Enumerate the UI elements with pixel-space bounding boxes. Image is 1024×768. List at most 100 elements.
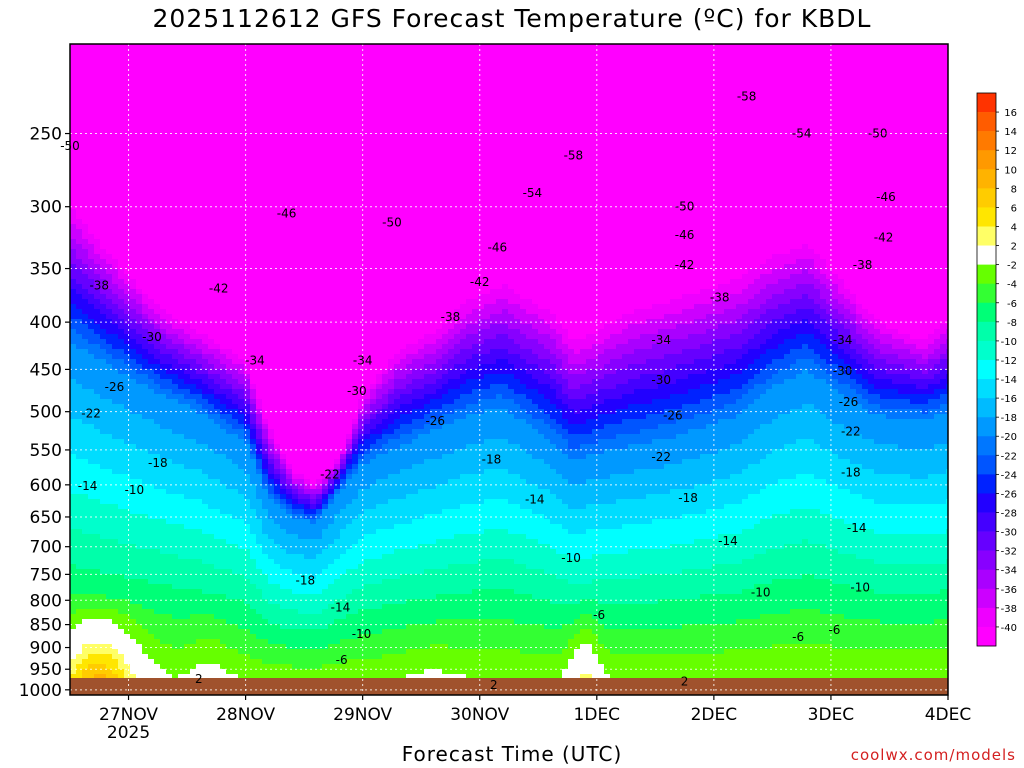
heat-cell	[94, 259, 101, 265]
heat-cell	[160, 99, 167, 105]
heat-cell	[226, 634, 233, 640]
heat-cell	[142, 629, 149, 635]
heat-cell	[94, 144, 101, 150]
heat-cell	[142, 289, 149, 295]
heat-cell	[172, 344, 179, 350]
heat-cell	[106, 569, 113, 575]
heat-cell	[70, 224, 77, 230]
heat-cell	[142, 414, 149, 420]
heat-cell	[94, 114, 101, 120]
heat-cell	[232, 439, 239, 445]
heat-cell	[82, 329, 89, 335]
heat-cell	[244, 494, 251, 500]
heat-cell	[160, 579, 167, 585]
heat-cell	[208, 414, 215, 420]
heat-cell	[292, 579, 299, 585]
heat-cell	[106, 94, 113, 100]
heat-cell	[166, 309, 173, 315]
heat-cell	[244, 639, 251, 645]
heat-cell	[112, 594, 119, 600]
heat-cell	[202, 239, 209, 245]
heat-cell	[124, 454, 131, 460]
heat-cell	[178, 239, 185, 245]
heat-cell	[214, 499, 221, 505]
heat-cell	[166, 484, 173, 490]
heat-cell	[286, 489, 293, 495]
heat-cell	[214, 144, 221, 150]
heat-cell	[190, 394, 197, 400]
heat-cell	[244, 84, 251, 90]
heat-cell	[82, 244, 89, 250]
heat-cell	[208, 369, 215, 375]
heat-cell	[136, 149, 143, 155]
heat-cell	[70, 339, 77, 345]
heat-cell	[82, 634, 89, 640]
heat-cell	[280, 504, 287, 510]
credit-link[interactable]: coolwx.com/models	[850, 746, 1016, 764]
heat-cell	[94, 349, 101, 355]
heat-cell	[70, 254, 77, 260]
heat-cell	[238, 464, 245, 470]
heat-cell	[76, 204, 83, 210]
heat-cell	[148, 364, 155, 370]
heat-cell	[76, 334, 83, 340]
heat-cell	[238, 234, 245, 240]
heat-cell	[262, 114, 269, 120]
heat-cell	[106, 179, 113, 185]
heat-cell	[130, 539, 137, 545]
heat-cell	[142, 479, 149, 485]
heat-cell	[82, 359, 89, 365]
heat-cell	[184, 224, 191, 230]
heat-cell	[166, 74, 173, 80]
heat-cell	[274, 74, 281, 80]
heat-cell	[268, 64, 275, 70]
heat-cell	[286, 109, 293, 115]
heat-cell	[70, 74, 77, 80]
heat-cell	[124, 389, 131, 395]
heat-cell	[88, 229, 95, 235]
heat-cell	[208, 194, 215, 200]
heat-cell	[280, 104, 287, 110]
heat-cell	[100, 89, 107, 95]
heat-cell	[274, 454, 281, 460]
heat-cell	[130, 459, 137, 465]
heat-cell	[142, 159, 149, 165]
heat-cell	[112, 289, 119, 295]
heat-cell	[232, 254, 239, 260]
heat-cell	[190, 389, 197, 395]
heat-cell	[100, 639, 107, 645]
heat-cell	[136, 439, 143, 445]
heat-cell	[232, 659, 239, 665]
heat-cell	[190, 664, 197, 670]
heat-cell	[130, 49, 137, 55]
heat-cell	[232, 104, 239, 110]
heat-cell	[154, 499, 161, 505]
heat-cell	[94, 89, 101, 95]
heat-cell	[88, 614, 95, 620]
heat-cell	[160, 659, 167, 665]
heat-cell	[262, 74, 269, 80]
heat-cell	[172, 274, 179, 280]
heat-cell	[238, 664, 245, 670]
heat-cell	[232, 354, 239, 360]
heat-cell	[202, 349, 209, 355]
heat-cell	[178, 669, 185, 675]
heat-cell	[214, 609, 221, 615]
heat-cell	[124, 549, 131, 555]
heat-cell	[178, 199, 185, 205]
heat-cell	[166, 299, 173, 305]
heat-cell	[166, 329, 173, 335]
heat-cell	[112, 294, 119, 300]
heat-cell	[112, 659, 119, 665]
heat-cell	[226, 469, 233, 475]
heat-cell	[268, 94, 275, 100]
heat-cell	[142, 349, 149, 355]
heat-cell	[136, 534, 143, 540]
heat-cell	[286, 609, 293, 615]
heat-cell	[148, 429, 155, 435]
heat-cell	[106, 69, 113, 75]
heat-cell	[190, 549, 197, 555]
heat-cell	[268, 309, 275, 315]
heat-cell	[112, 619, 119, 625]
heat-cell	[202, 524, 209, 530]
